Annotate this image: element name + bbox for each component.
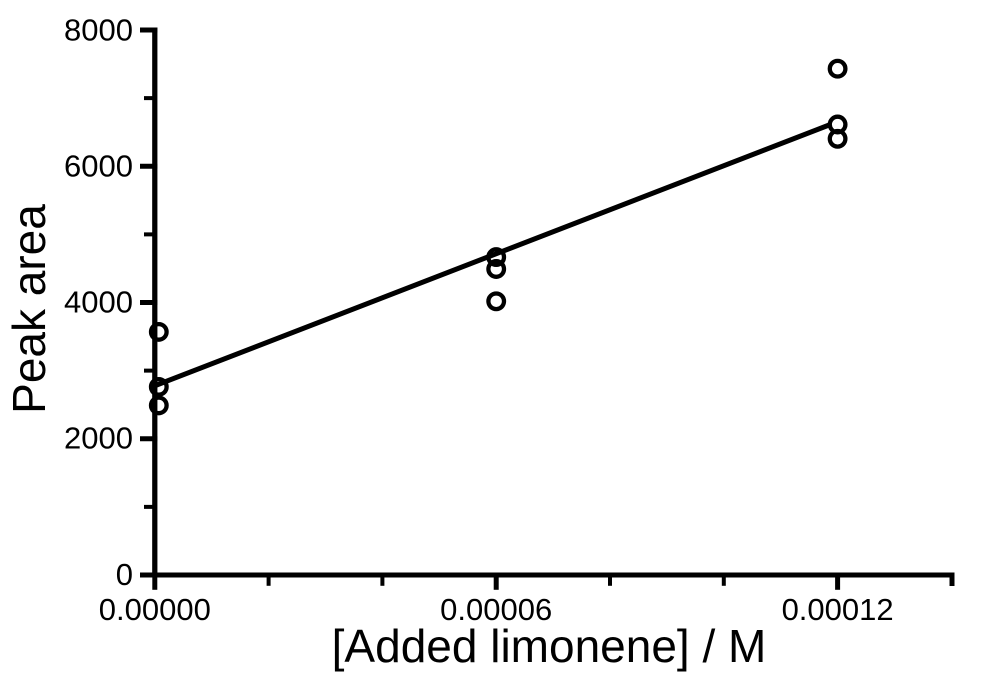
svg-text:2000: 2000 bbox=[64, 421, 133, 456]
svg-text:0: 0 bbox=[116, 557, 133, 592]
svg-text:[Added limonene] / M: [Added limonene] / M bbox=[332, 620, 767, 672]
svg-text:6000: 6000 bbox=[64, 149, 133, 184]
svg-text:0.00012: 0.00012 bbox=[782, 592, 894, 627]
svg-text:Peak area: Peak area bbox=[3, 204, 55, 414]
svg-text:8000: 8000 bbox=[64, 13, 133, 48]
svg-text:4000: 4000 bbox=[64, 285, 133, 320]
svg-text:0.00000: 0.00000 bbox=[99, 592, 211, 627]
